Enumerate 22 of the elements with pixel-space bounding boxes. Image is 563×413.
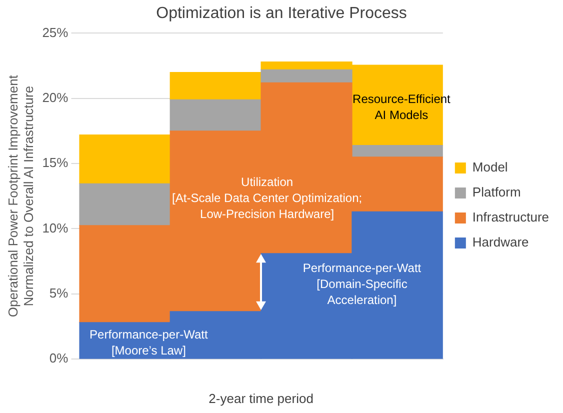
chart-title: Optimization is an Iterative Process bbox=[156, 5, 407, 22]
annotation: Performance-per-Watt [Moore’s Law] bbox=[90, 328, 208, 358]
y-tick-label: 10% bbox=[42, 220, 69, 236]
legend-label: Platform bbox=[472, 184, 521, 200]
y-tick-label: 5% bbox=[49, 285, 69, 300]
bar bbox=[170, 72, 262, 100]
bar bbox=[79, 134, 170, 184]
annotation: Performance-per-Watt [Domain-Specific Acceleration] bbox=[302, 261, 422, 308]
annotation: Utilization [At-Scale Data Center Optimization; Low-Precision Hardware] bbox=[172, 175, 362, 222]
bar bbox=[170, 99, 262, 132]
y-tick-label: 15% bbox=[42, 155, 69, 170]
bar bbox=[352, 144, 443, 158]
y-axis-title: Operational Power Footprint Improvement Normalized to Overall AI Infrastructure bbox=[5, 74, 36, 318]
y-tick-label: 20% bbox=[42, 90, 69, 105]
legend-label: Infrastructure bbox=[472, 210, 550, 225]
bar bbox=[260, 69, 352, 84]
legend-label: Model bbox=[472, 160, 508, 175]
bar bbox=[79, 183, 170, 226]
x-axis-title: 2-year time period bbox=[208, 390, 314, 406]
legend-label: Hardware bbox=[472, 234, 529, 250]
y-tick-label: 0% bbox=[49, 350, 69, 366]
y-tick-label: 25% bbox=[42, 24, 69, 40]
